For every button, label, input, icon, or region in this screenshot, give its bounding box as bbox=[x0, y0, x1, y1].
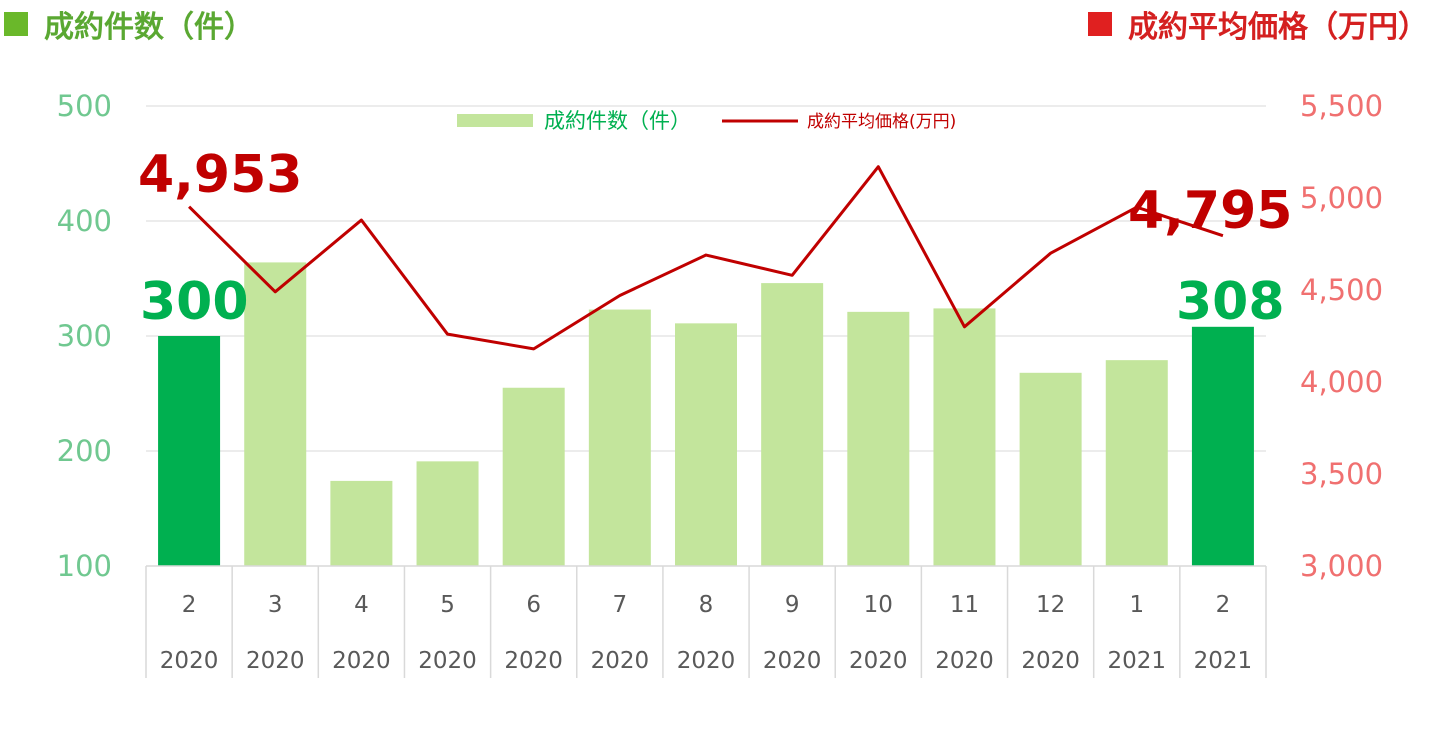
x-tick-label: 12 bbox=[1036, 592, 1065, 618]
legend-bar-label: 成約件数（件） bbox=[544, 109, 691, 133]
x-year-label: 2020 bbox=[763, 648, 822, 674]
bar bbox=[933, 308, 996, 566]
x-tick-label: 2 bbox=[182, 592, 197, 618]
right-axis-header: 成約平均価格（万円） bbox=[1088, 2, 1428, 46]
bar bbox=[588, 309, 651, 566]
x-year-label: 2020 bbox=[504, 648, 563, 674]
left-tick-label: 200 bbox=[57, 434, 112, 468]
legend-bar-swatch bbox=[457, 114, 533, 127]
x-tick-label: 10 bbox=[864, 592, 893, 618]
right-tick-label: 3,000 bbox=[1300, 549, 1383, 583]
x-tick-label: 11 bbox=[950, 592, 979, 618]
chart-legend: 成約件数（件） 成約平均価格(万円) bbox=[457, 109, 956, 133]
x-year-label: 2020 bbox=[246, 648, 305, 674]
right-tick-label: 5,000 bbox=[1300, 181, 1383, 215]
bar bbox=[675, 323, 737, 566]
x-year-label: 2020 bbox=[677, 648, 736, 674]
left-tick-label: 500 bbox=[57, 89, 112, 123]
bar bbox=[416, 461, 479, 566]
right-y-axis: 3,000 3,500 4,000 4,500 5,000 5,500 bbox=[1300, 89, 1383, 583]
x-tick-label: 4 bbox=[354, 592, 369, 618]
bar bbox=[1019, 372, 1082, 566]
callouts: 4,953 4,795 300 308 bbox=[138, 145, 1292, 332]
bar bbox=[1105, 360, 1168, 566]
x-year-label: 2020 bbox=[935, 648, 994, 674]
x-axis: 2 2020 3 2020 4 2020 5 2020 6 2020 7 2020 8 2020 9 2020… bbox=[145, 565, 1267, 678]
callout-first-count: 300 bbox=[140, 272, 249, 332]
bar-series bbox=[158, 262, 1254, 566]
x-tick-label: 6 bbox=[526, 592, 541, 618]
x-tick-label: 5 bbox=[440, 592, 455, 618]
x-year-label: 2020 bbox=[849, 648, 908, 674]
x-year-label: 2020 bbox=[418, 648, 477, 674]
bar bbox=[244, 262, 307, 566]
x-year-label: 2020 bbox=[160, 648, 219, 674]
right-axis-header-label: 成約平均価格（万円） bbox=[1128, 10, 1428, 45]
callout-first-price: 4,953 bbox=[138, 145, 302, 205]
right-tick-label: 3,500 bbox=[1300, 457, 1383, 491]
left-tick-label: 100 bbox=[57, 549, 112, 583]
left-y-axis: 100 200 300 400 500 bbox=[57, 89, 112, 583]
bar bbox=[330, 480, 393, 566]
callout-last-price: 4,795 bbox=[1128, 181, 1292, 241]
x-tick-label: 3 bbox=[268, 592, 283, 618]
right-tick-label: 4,500 bbox=[1300, 273, 1383, 307]
x-year-label: 2020 bbox=[591, 648, 650, 674]
left-axis-header-label: 成約件数（件） bbox=[44, 10, 254, 45]
right-tick-label: 5,500 bbox=[1300, 89, 1383, 123]
bar bbox=[158, 336, 221, 566]
x-tick-label: 8 bbox=[699, 592, 714, 618]
bar bbox=[847, 311, 910, 566]
bar-legend-square bbox=[4, 12, 28, 36]
x-year-label: 2020 bbox=[332, 648, 391, 674]
x-year-label: 2021 bbox=[1194, 648, 1253, 674]
line-legend-square bbox=[1088, 12, 1112, 36]
bar bbox=[1191, 326, 1254, 566]
callout-last-count: 308 bbox=[1176, 272, 1285, 332]
bar bbox=[761, 283, 824, 566]
line-series bbox=[188, 165, 1224, 351]
left-tick-label: 400 bbox=[57, 204, 112, 238]
left-tick-label: 300 bbox=[57, 319, 112, 353]
x-year-label: 2020 bbox=[1021, 648, 1080, 674]
left-axis-header: 成約件数（件） bbox=[4, 2, 254, 46]
x-year-label: 2021 bbox=[1107, 648, 1166, 674]
legend-line-label: 成約平均価格(万円) bbox=[807, 112, 956, 132]
x-tick-label: 9 bbox=[785, 592, 800, 618]
price-line bbox=[188, 165, 1224, 351]
right-tick-label: 4,000 bbox=[1300, 365, 1383, 399]
x-tick-label: 7 bbox=[613, 592, 628, 618]
x-tick-label: 1 bbox=[1129, 592, 1144, 618]
x-tick-label: 2 bbox=[1216, 592, 1231, 618]
bar bbox=[502, 387, 565, 566]
